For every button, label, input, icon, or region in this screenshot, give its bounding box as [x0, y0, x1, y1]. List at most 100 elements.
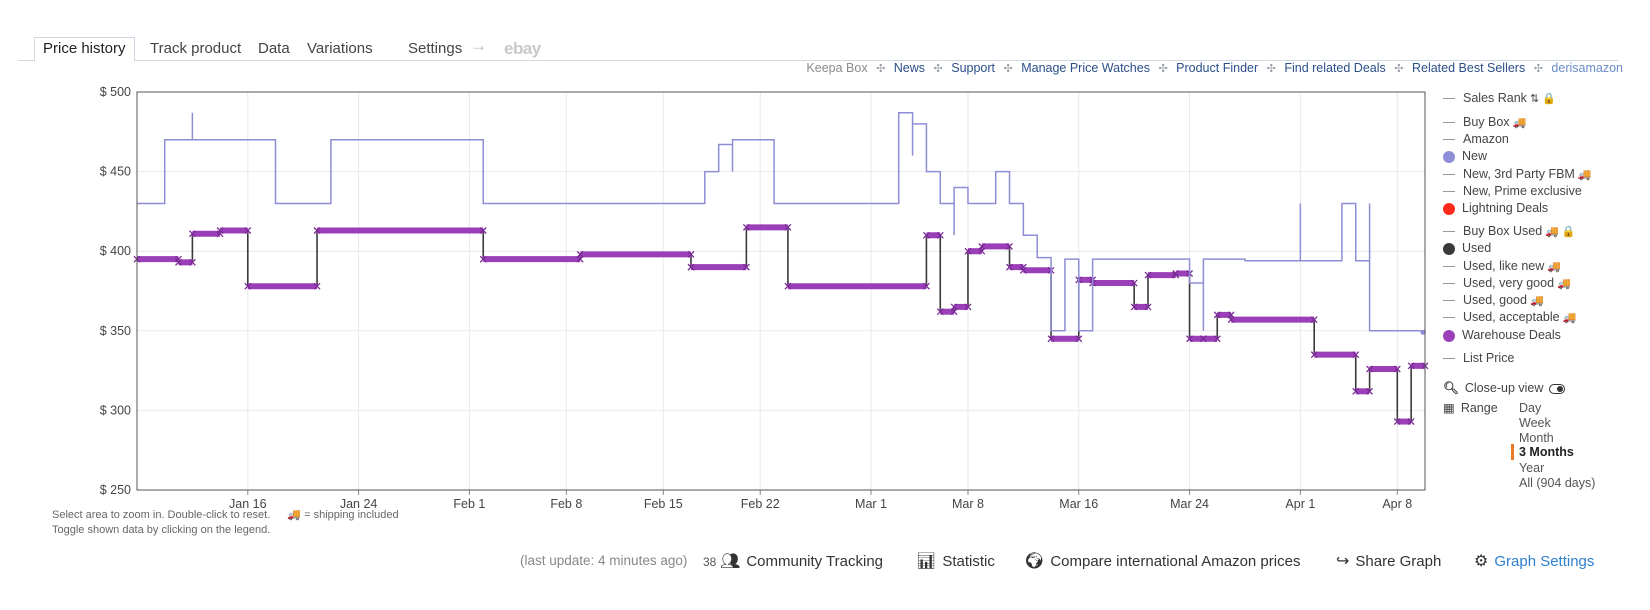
legend-lightning-deals[interactable]: Lightning Deals: [1443, 200, 1548, 216]
legend-used-like-new[interactable]: Used, like new 🚚: [1443, 258, 1561, 274]
graph-settings-button[interactable]: ⚙ Graph Settings: [1474, 553, 1595, 570]
series-warehouse-deals-marker: [1006, 263, 1013, 271]
chart-series: [133, 111, 1429, 426]
community-tracking-button[interactable]: 👥︎ Community Tracking: [720, 553, 884, 570]
tab-data[interactable]: Data: [258, 40, 290, 57]
range-label: ▦ Range: [1443, 401, 1498, 415]
separator-icon: ✣: [1266, 63, 1276, 75]
separator-icon: ✣: [1003, 63, 1013, 75]
separator-icon: ✣: [1158, 63, 1168, 75]
legend-used-very-good[interactable]: Used, very good 🚚: [1443, 275, 1571, 291]
series-warehouse-deals-marker: [950, 303, 958, 311]
series-warehouse-deals-marker: [1130, 279, 1138, 287]
range-3-months[interactable]: 3 Months: [1511, 444, 1574, 460]
product-finder-link[interactable]: Product Finder: [1176, 61, 1259, 75]
hint-shipping: = shipping included: [304, 509, 399, 521]
legend-sales-rank[interactable]: Sales Rank ⇅ 🔒: [1443, 90, 1556, 106]
legend-new[interactable]: New: [1443, 148, 1487, 164]
keepa-box-link[interactable]: Keepa Box: [806, 61, 868, 75]
range-month[interactable]: Month: [1519, 431, 1554, 445]
user-link[interactable]: derisamazon: [1551, 61, 1623, 75]
series-warehouse-deals-marker: [1019, 266, 1027, 274]
hint-zoom: Select area to zoom in. Double-click to …: [52, 509, 271, 521]
search-icon: 🔍︎: [1443, 381, 1459, 395]
series-warehouse-deals-marker: [1393, 418, 1401, 426]
series-warehouse-deals-marker: [1352, 387, 1360, 395]
closeup-view-toggle[interactable]: 🔍︎ Close-up view: [1443, 380, 1566, 396]
truck-icon: 🚚: [1512, 117, 1527, 129]
news-link[interactable]: News: [893, 61, 926, 75]
legend-used-good[interactable]: Used, good 🚚: [1443, 292, 1544, 308]
bar-chart-icon: 📊︎: [916, 553, 937, 570]
series-warehouse-deals-marker: [964, 303, 972, 311]
find-related-deals-link[interactable]: Find related Deals: [1284, 61, 1386, 75]
share-icon: ↪: [1336, 553, 1350, 570]
range-year[interactable]: Year: [1519, 461, 1545, 475]
series-warehouse-deals-marker: [1310, 316, 1318, 324]
series-warehouse-deals-marker: [1310, 351, 1318, 359]
separator-icon: ✣: [1394, 63, 1404, 75]
tab-track-product[interactable]: Track product: [150, 40, 242, 57]
series-warehouse-deals-marker: [1047, 335, 1055, 343]
lock-icon: 🔒: [1561, 226, 1576, 238]
legend-new-prime-exclusive[interactable]: New, Prime exclusive: [1443, 183, 1582, 199]
related-best-sellers-link[interactable]: Related Best Sellers: [1411, 61, 1526, 75]
legend-used[interactable]: Used: [1443, 240, 1491, 256]
legend-amazon[interactable]: Amazon: [1443, 131, 1509, 147]
x-tick-label: Jan 16: [229, 497, 267, 511]
series-new-endpoint: [1420, 329, 1426, 335]
series-warehouse-deals-marker: [313, 282, 321, 290]
series-warehouse-deals-marker: [313, 227, 321, 234]
range-day[interactable]: Day: [1519, 401, 1542, 415]
statistic-button[interactable]: 📊︎ Statistic: [916, 553, 995, 570]
compare-international-button[interactable]: 🌍︎ Compare international Amazon prices: [1024, 553, 1301, 570]
range-week[interactable]: Week: [1519, 416, 1551, 430]
x-tick-label: Mar 24: [1170, 497, 1209, 511]
series-warehouse-deals-marker: [576, 250, 584, 258]
truck-icon: 🚚: [1557, 278, 1571, 290]
users-icon: 👥︎: [720, 553, 741, 570]
support-link[interactable]: Support: [951, 61, 996, 75]
series-warehouse-deals-marker: [1366, 365, 1374, 373]
legend-buy-box-used[interactable]: Buy Box Used 🚚 🔒: [1443, 223, 1576, 239]
series-warehouse-deals-marker: [936, 231, 944, 239]
series-warehouse-deals-marker: [1213, 311, 1221, 319]
series-warehouse-deals-marker: [1393, 365, 1401, 373]
tab-ebay[interactable]: ebay: [504, 39, 541, 58]
tab-variations[interactable]: Variations: [307, 40, 373, 57]
series-warehouse-deals-marker: [175, 258, 183, 266]
series-warehouse-deals-marker: [784, 223, 792, 231]
series-warehouse-deals-marker: [922, 282, 930, 290]
series-warehouse-deals-marker: [1075, 335, 1083, 343]
series-warehouse-deals-marker: [1130, 303, 1138, 311]
series-warehouse-deals-marker: [742, 223, 750, 231]
series-warehouse-deals-marker: [216, 227, 224, 234]
share-graph-button[interactable]: ↪ Share Graph: [1336, 553, 1442, 570]
tab-settings[interactable]: Settings: [408, 40, 463, 57]
toggle-icon[interactable]: [1549, 383, 1566, 394]
separator-icon: ✣: [876, 63, 886, 75]
legend-used-acceptable[interactable]: Used, acceptable 🚚: [1443, 309, 1576, 325]
legend-new-3rd-party-fbm[interactable]: New, 3rd Party FBM 🚚: [1443, 166, 1592, 182]
series-warehouse-deals-marker: [188, 230, 196, 238]
sort-icon[interactable]: ⇅: [1529, 93, 1540, 105]
manage-price-watches-link[interactable]: Manage Price Watches: [1021, 61, 1150, 75]
series-warehouse-deals-marker: [1213, 335, 1221, 343]
plot-frame: [136, 91, 1426, 491]
range-all[interactable]: All (904 days): [1519, 476, 1596, 490]
chart-hint: Select area to zoom in. Double-click to …: [52, 508, 399, 538]
x-tick-label: Mar 16: [1059, 497, 1098, 511]
legend-warehouse-deals[interactable]: Warehouse Deals: [1443, 327, 1561, 343]
legend-list-price[interactable]: List Price: [1443, 350, 1514, 366]
last-update: (last update: 4 minutes ago): [520, 553, 688, 568]
series-warehouse-deals-marker: [1407, 362, 1415, 370]
truck-icon: 🚚: [1547, 261, 1561, 273]
series-warehouse-deals-marker: [936, 308, 944, 316]
x-tick-label: Feb 8: [550, 497, 582, 511]
series-warehouse-deals-marker: [687, 263, 695, 271]
series-warehouse-deals-marker: [1144, 271, 1152, 279]
legend-buy-box[interactable]: Buy Box 🚚: [1443, 114, 1526, 130]
tab-price-history[interactable]: Price history: [34, 37, 135, 62]
x-tick-label: Apr 8: [1382, 497, 1412, 511]
